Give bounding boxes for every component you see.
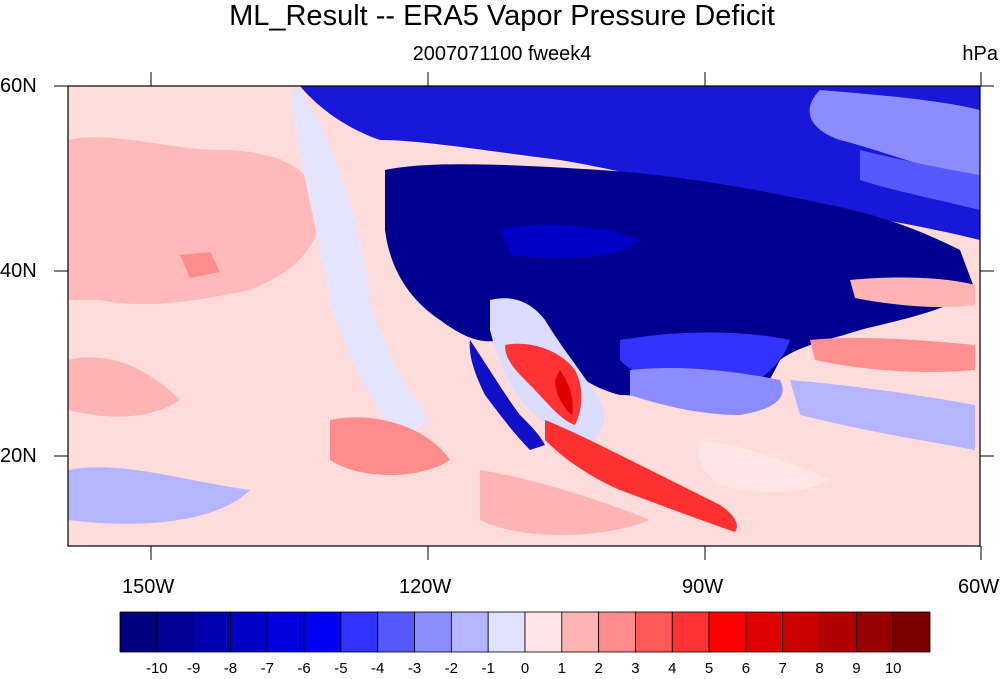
colorbar-swatch bbox=[782, 611, 820, 653]
eastern-pacific-warm-patch bbox=[330, 417, 450, 475]
west-mexico-positive-anomaly bbox=[545, 420, 737, 532]
central-america-near-zero bbox=[698, 440, 830, 492]
field-layer bbox=[68, 86, 980, 546]
colorbar-swatch bbox=[524, 611, 563, 653]
lat-label-40n: 40N bbox=[0, 260, 37, 282]
colorbar-swatch bbox=[671, 611, 710, 653]
colorbar-swatch bbox=[266, 611, 305, 653]
colorbar-swatch bbox=[892, 611, 931, 653]
caribbean-cool-patch bbox=[790, 380, 975, 450]
colorbar-tick-label: 1 bbox=[557, 660, 566, 677]
colorbar-tick-label: 0 bbox=[520, 660, 530, 677]
lon-label-60w: 60W bbox=[958, 576, 1000, 598]
colorbar-tick-label: -2 bbox=[444, 660, 459, 677]
colorbar-swatch bbox=[819, 611, 857, 653]
colorbar-tick-label: 6 bbox=[741, 660, 751, 677]
colorbar-swatch bbox=[635, 611, 673, 653]
lat-label-60n: 60N bbox=[0, 75, 37, 97]
pacific-warm-core bbox=[180, 252, 220, 278]
lon-label-90w: 90W bbox=[682, 576, 724, 598]
colorbar-swatch bbox=[561, 611, 600, 653]
colorbar-swatch bbox=[598, 611, 636, 653]
colorbar-tick-label: 10 bbox=[884, 660, 902, 677]
colorbar-tick-label: -10 bbox=[145, 660, 168, 677]
atlantic-warm-patch-north bbox=[850, 277, 975, 308]
colorbar-swatch bbox=[119, 611, 158, 653]
lon-label-120w: 120W bbox=[399, 576, 452, 598]
colorbar-swatch bbox=[414, 611, 452, 653]
map-subtitle: 2007071100 fweek4 bbox=[412, 43, 592, 65]
colorbar-tick-label: 8 bbox=[815, 660, 824, 677]
colorbar-tick-label: 3 bbox=[631, 660, 640, 677]
colorbar-swatch bbox=[303, 611, 342, 653]
colorbar-tick-label: -5 bbox=[334, 660, 348, 677]
colorbar-swatch bbox=[745, 611, 784, 653]
map-frame bbox=[67, 85, 981, 547]
colorbar-tick-label: -3 bbox=[407, 660, 422, 677]
colorbar-swatch bbox=[377, 611, 415, 653]
colorbar-swatch bbox=[156, 611, 195, 653]
units-label: hPa bbox=[962, 43, 998, 65]
colorbar-swatch bbox=[230, 611, 268, 653]
colorbar-tick-label: -4 bbox=[371, 660, 385, 677]
map-title: ML_Result -- ERA5 Vapor Pressure Deficit bbox=[229, 0, 775, 32]
colorbar-tick-label: 5 bbox=[704, 660, 714, 677]
colorbar-tick-label: -8 bbox=[223, 660, 238, 677]
lon-ticks bbox=[150, 72, 982, 560]
plains-negative-field bbox=[500, 224, 640, 258]
pacific-warm-anomaly bbox=[68, 137, 321, 305]
colorbar-tick-label: 2 bbox=[594, 660, 603, 677]
colorbar-tick-label: 7 bbox=[778, 660, 787, 677]
colorbar-swatch bbox=[450, 611, 489, 653]
colorbar bbox=[119, 611, 931, 653]
lat-label-20n: 20N bbox=[0, 445, 37, 467]
colorbar-tick-label: 4 bbox=[668, 660, 677, 677]
colorbar-tick-label: -1 bbox=[481, 660, 495, 677]
coastal-cool-band bbox=[290, 90, 430, 440]
sonora-positive-anomaly bbox=[505, 343, 582, 425]
atlantic-warm-patch bbox=[810, 337, 975, 372]
subtropical-warm-patch bbox=[68, 357, 180, 417]
baja-negative-strip bbox=[469, 340, 545, 450]
colorbar-tick-label: -9 bbox=[186, 660, 201, 677]
positive-anomaly-core bbox=[555, 370, 573, 415]
colorbar-swatch bbox=[487, 611, 526, 653]
lon-label-150w: 150W bbox=[122, 576, 175, 598]
colorbar-tick-label: -6 bbox=[297, 660, 311, 677]
lat-ticks bbox=[54, 85, 994, 457]
mexico-offshore-warm bbox=[480, 470, 650, 535]
northeast-canada-moderate bbox=[809, 90, 980, 180]
colorbar-tick-label: 9 bbox=[852, 660, 861, 677]
colorbar-swatch bbox=[855, 611, 894, 653]
colorbar-swatch bbox=[340, 611, 379, 653]
colorbar-swatch bbox=[708, 611, 747, 653]
southwest-cool-patch bbox=[68, 467, 250, 524]
colorbar-tick-label: -7 bbox=[260, 660, 274, 677]
labrador-moderate bbox=[860, 150, 980, 210]
colorbar-swatch bbox=[193, 611, 231, 653]
gulf-of-mexico-patch bbox=[630, 368, 783, 415]
